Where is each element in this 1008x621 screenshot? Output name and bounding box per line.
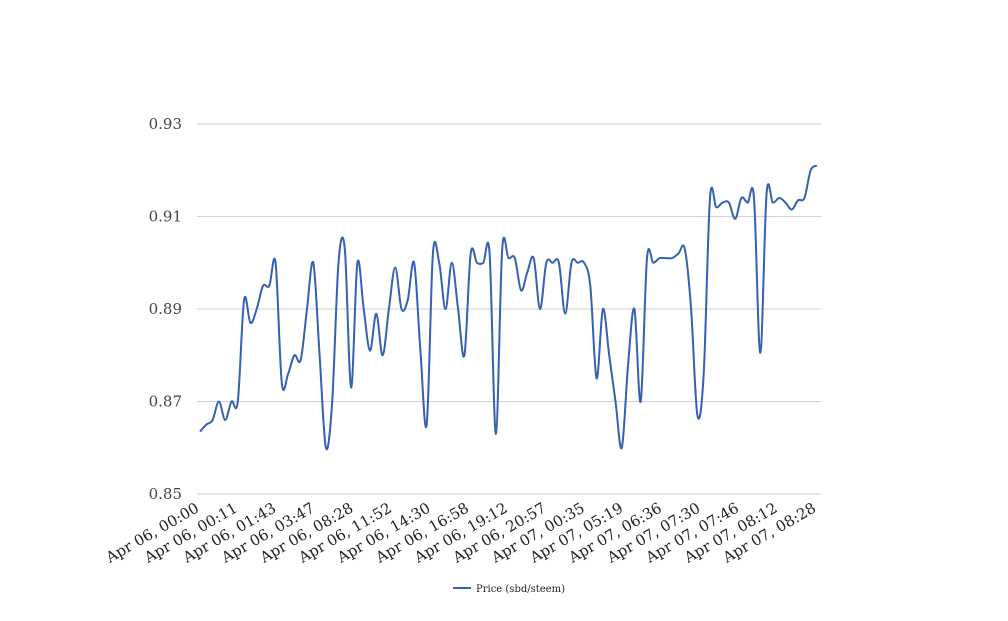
y-axis: 0.85 0.87 0.89 0.91 0.93 [149,115,182,503]
series-line [199,164,818,451]
legend: Price (sbd/steem) [453,584,565,595]
y-tick-label: 0.91 [149,208,182,226]
gridlines [197,123,821,495]
legend-label: Price (sbd/steem) [476,584,565,595]
y-tick-label: 0.87 [149,393,182,411]
y-tick-label: 0.85 [149,485,182,503]
y-tick-label: 0.89 [149,300,182,318]
plot-area [199,164,818,451]
y-tick-label: 0.93 [149,115,182,133]
